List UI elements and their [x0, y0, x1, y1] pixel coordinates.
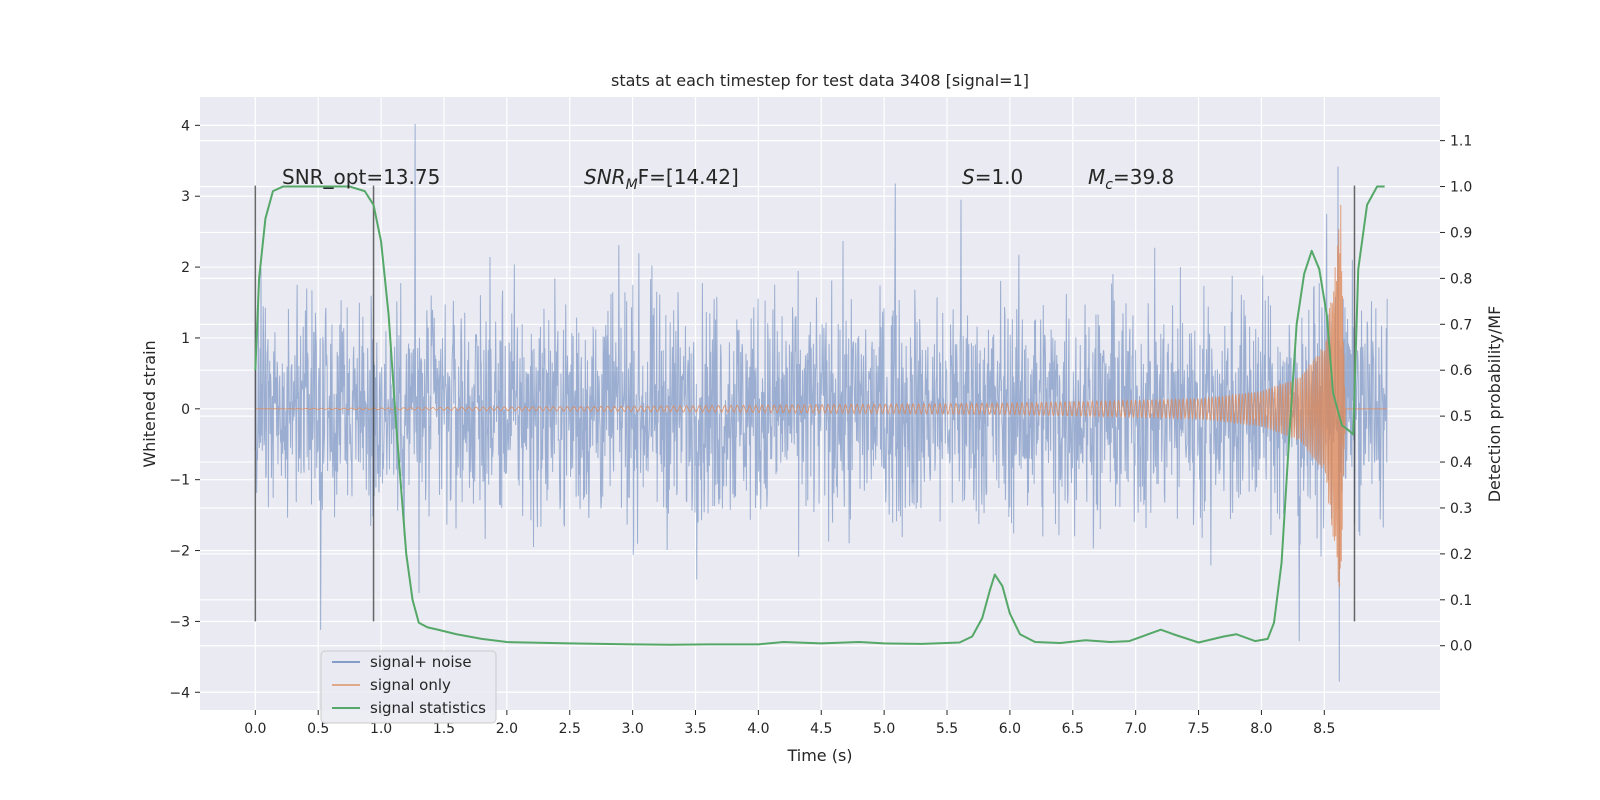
series-line-signal-only — [255, 205, 1388, 587]
y-axis-left-label: Whitened strain — [140, 340, 159, 467]
x-tick-label: 6.0 — [999, 721, 1021, 737]
y-axis-left: 4 3 2 1 0 −1 −2 −3 −4 — [169, 118, 200, 701]
x-axis: 0.0 0.5 1.0 1.5 2.0 2.5 3.0 3.5 4.0 4.5 5.0 5.5 6.0 6… — [244, 710, 1335, 737]
y-left-tick-label: −4 — [169, 685, 190, 701]
y-left-tick-label: −3 — [169, 614, 190, 630]
annotation-s: S=1.0 — [962, 165, 1023, 189]
x-tick-label: 1.5 — [433, 721, 455, 737]
y-left-tick-label: 2 — [181, 260, 190, 276]
y-left-tick-label: −1 — [169, 473, 190, 489]
x-tick-label: 8.0 — [1250, 721, 1272, 737]
x-tick-label: 3.0 — [621, 721, 643, 737]
annotation-snr-mf: SNRMF=[14.42] — [584, 165, 739, 193]
y-right-tick-label: 0.7 — [1450, 317, 1472, 333]
signal-statistics-series — [254, 185, 1385, 646]
annotation-mc-sub: c — [1105, 177, 1113, 193]
y-right-tick-label: 0.5 — [1450, 409, 1472, 425]
y-left-tick-label: 0 — [181, 402, 190, 418]
y-right-tick-label: 0.4 — [1450, 455, 1472, 471]
x-tick-label: 5.5 — [936, 721, 958, 737]
legend-box — [320, 650, 497, 724]
y-left-tick-label: 1 — [181, 331, 190, 347]
x-axis-label: Time (s) — [786, 746, 852, 765]
y-left-tick-label: 4 — [181, 118, 190, 134]
y-right-tick-label: 0.2 — [1450, 547, 1472, 563]
x-tick-label: 7.0 — [1125, 721, 1147, 737]
x-tick-label: 6.5 — [1062, 721, 1084, 737]
legend-label-signal-statistics: signal statistics — [370, 699, 486, 717]
annotation-snr-opt: SNR_opt=13.75 — [282, 165, 440, 189]
y-right-tick-label: 0.8 — [1450, 271, 1472, 287]
x-tick-label: 4.0 — [747, 721, 769, 737]
annotation-snr-mf-base: SNR — [584, 165, 626, 189]
x-tick-label: 3.5 — [684, 721, 706, 737]
series-line-signal-noise — [254, 123, 1388, 682]
legend-label-signal-noise: signal+ noise — [370, 653, 472, 671]
y-right-tick-label: 0.1 — [1450, 593, 1472, 609]
annotation-snr-mf-tail: F=[14.42] — [638, 165, 739, 189]
y-axis-right-label: Detection probability/MF — [1485, 306, 1504, 503]
x-tick-label: 2.5 — [559, 721, 581, 737]
x-tick-label: 8.5 — [1313, 721, 1335, 737]
annotation-s-val: =1.0 — [975, 165, 1024, 189]
signal-noise-series — [254, 123, 1388, 682]
annotation-snr-mf-sub: M — [626, 177, 638, 193]
x-tick-label: 5.0 — [873, 721, 895, 737]
signal-only-series — [255, 205, 1388, 587]
legend: signal+ noise signal only signal statist… — [320, 650, 497, 724]
x-tick-label: 2.0 — [496, 721, 518, 737]
y-axis-right: 1.1 1.0 0.9 0.8 0.7 0.6 0.5 0.4 0.3 0.2 0.1 0.0 — [1440, 134, 1472, 655]
y-right-tick-label: 0.6 — [1450, 363, 1472, 379]
x-tick-label: 7.5 — [1187, 721, 1209, 737]
y-left-tick-label: −2 — [169, 544, 190, 560]
x-tick-label: 1.0 — [370, 721, 392, 737]
y-right-tick-label: 0.3 — [1450, 501, 1472, 517]
y-right-tick-label: 1.0 — [1450, 180, 1472, 196]
y-right-tick-label: 1.1 — [1450, 134, 1472, 150]
series-line-signal-statistics — [254, 185, 1385, 646]
annotation-mc-val: =39.8 — [1113, 165, 1174, 189]
legend-label-signal-only: signal only — [370, 676, 451, 694]
annotation-mc: Mc=39.8 — [1088, 165, 1174, 193]
y-right-tick-label: 0.9 — [1450, 225, 1472, 241]
annotation-s-var: S — [962, 165, 975, 189]
chart-title: stats at each timestep for test data 340… — [611, 71, 1029, 90]
y-left-tick-label: 3 — [181, 189, 190, 205]
x-tick-label: 4.5 — [810, 721, 832, 737]
x-tick-label: 0.0 — [244, 721, 266, 737]
y-right-tick-label: 0.0 — [1450, 639, 1472, 655]
annotation-mc-var: M — [1088, 165, 1105, 189]
x-tick-label: 0.5 — [307, 721, 329, 737]
